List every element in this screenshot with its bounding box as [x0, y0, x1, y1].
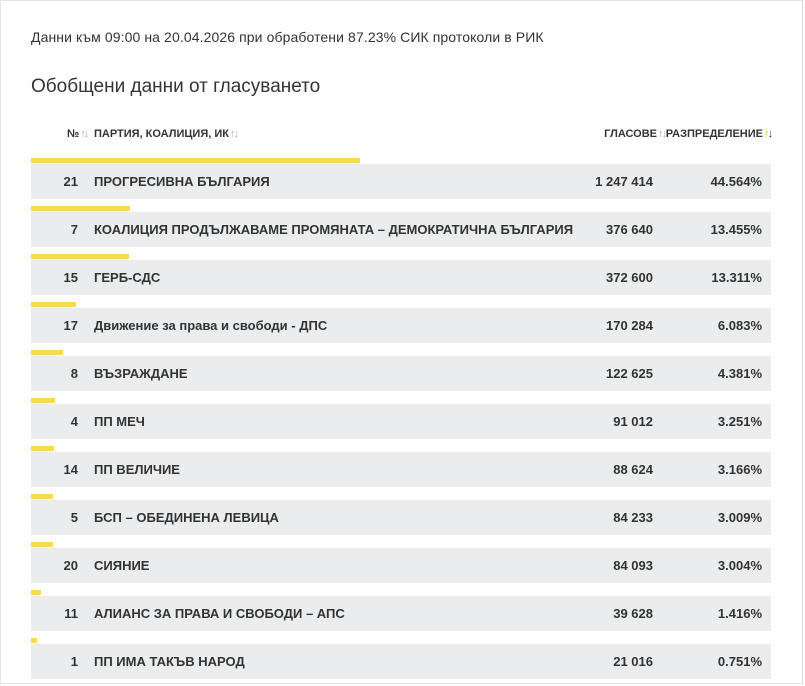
row-background: [31, 452, 771, 487]
party-name: ПРОГРЕСИВНА БЪЛГАРИЯ: [94, 174, 270, 189]
row-background: [31, 356, 771, 391]
sort-icon[interactable]: ↑↓: [229, 128, 239, 140]
party-name: ПП ВЕЛИЧИЕ: [94, 462, 180, 477]
sort-icon[interactable]: ↑↓: [80, 128, 89, 140]
vote-share: 0.751%: [717, 654, 762, 669]
party-number: 1: [70, 654, 78, 669]
table-row: 20 СИЯНИЕ 84 093 3.004%: [31, 540, 771, 588]
share-bar: [31, 494, 53, 499]
votes-count: 1 247 414: [595, 174, 653, 189]
row-background: [31, 260, 771, 295]
votes-count: 376 640: [606, 222, 653, 237]
vote-share: 3.004%: [717, 558, 762, 573]
column-header-party-label: ПАРТИЯ, КОАЛИЦИЯ, ИК: [94, 128, 229, 140]
row-background: [31, 644, 771, 679]
vote-share: 3.166%: [717, 462, 762, 477]
vote-share: 13.455%: [710, 222, 762, 237]
party-name: СИЯНИЕ: [94, 558, 150, 573]
row-background: [31, 548, 771, 583]
table-row: 1 ПП ИМА ТАКЪВ НАРОД 21 016 0.751%: [31, 636, 771, 684]
party-name: ПП ИМА ТАКЪВ НАРОД: [94, 654, 245, 669]
share-bar: [31, 254, 129, 259]
vote-share: 13.311%: [711, 270, 762, 285]
data-timestamp-text: Данни към 09:00 на 20.04.2026 при обрабо…: [31, 29, 544, 45]
table-row: 8 ВЪЗРАЖДАНЕ 122 625 4.381%: [31, 348, 771, 396]
vote-share: 4.381%: [717, 366, 762, 381]
party-number: 8: [70, 366, 78, 381]
votes-count: 84 233: [613, 510, 653, 525]
votes-count: 88 624: [613, 462, 653, 477]
table-row: 4 ПП МЕЧ 91 012 3.251%: [31, 396, 771, 444]
votes-count: 39 628: [613, 606, 653, 621]
row-background: [31, 308, 771, 343]
table-row: 14 ПП ВЕЛИЧИЕ 88 624 3.166%: [31, 444, 771, 492]
votes-count: 170 284: [606, 318, 653, 333]
vote-share: 6.083%: [717, 318, 762, 333]
share-bar: [31, 302, 76, 307]
party-name: КОАЛИЦИЯ ПРОДЪЛЖАВАМЕ ПРОМЯНАТА – ДЕМОКР…: [94, 222, 574, 237]
table-row: 11 АЛИАНС ЗА ПРАВА И СВОБОДИ – АПС 39 628 1…: [31, 588, 771, 636]
party-name: ВЪЗРАЖДАНЕ: [94, 366, 188, 381]
vote-share: 3.009%: [717, 510, 762, 525]
table-row: 7 КОАЛИЦИЯ ПРОДЪЛЖАВАМЕ ПРОМЯНАТА – ДЕМОК…: [31, 204, 771, 252]
votes-count: 91 012: [613, 414, 653, 429]
party-number: 21: [63, 174, 78, 189]
party-name: БСП – ОБЕДИНЕНА ЛЕВИЦА: [94, 510, 279, 525]
share-bar: [31, 638, 37, 643]
page-title: Обобщени данни от гласуването: [31, 76, 321, 97]
row-background: [31, 212, 771, 247]
table-row: 21 ПРОГРЕСИВНА БЪЛГАРИЯ 1 247 414 44.564%: [31, 156, 771, 204]
column-header-number[interactable]: № ↑↓: [67, 128, 89, 140]
party-number: 20: [63, 558, 78, 573]
results-table-body: 21 ПРОГРЕСИВНА БЪЛГАРИЯ 1 247 414 44.564% 7 К…: [31, 156, 771, 684]
row-background: [31, 164, 771, 199]
party-number: 7: [70, 222, 78, 237]
party-number: 17: [63, 318, 78, 333]
row-background: [31, 404, 771, 439]
party-name: АЛИАНС ЗА ПРАВА И СВОБОДИ – АПС: [94, 606, 345, 621]
vote-share: 44.564%: [710, 174, 762, 189]
share-bar: [31, 158, 360, 163]
votes-count: 84 093: [613, 558, 653, 573]
table-row: 15 ГЕРБ-СДС 372 600 13.311%: [31, 252, 771, 300]
party-number: 15: [63, 270, 78, 285]
vote-share: 1.416%: [717, 606, 762, 621]
column-header-votes-label: ГЛАСОВЕ: [604, 128, 657, 140]
share-bar: [31, 398, 55, 403]
column-header-party[interactable]: ПАРТИЯ, КОАЛИЦИЯ, ИК ↑↓: [94, 128, 239, 140]
votes-count: 21 016: [613, 654, 653, 669]
table-header: № ↑↓ ПАРТИЯ, КОАЛИЦИЯ, ИК ↑↓ ГЛАСОВЕ ↑↓ …: [31, 123, 773, 147]
column-header-share[interactable]: РАЗПРЕДЕЛЕНИЕ ↑↓: [665, 128, 773, 140]
row-background: [31, 596, 771, 631]
column-header-votes[interactable]: ГЛАСОВЕ ↑↓: [604, 128, 667, 140]
party-number: 5: [70, 510, 78, 525]
share-bar: [31, 542, 53, 547]
party-name: ПП МЕЧ: [94, 414, 145, 429]
table-row: 17 Движение за права и свободи - ДПС 170 2…: [31, 300, 771, 348]
share-bar: [31, 446, 54, 451]
votes-count: 122 625: [606, 366, 653, 381]
share-bar: [31, 206, 130, 211]
column-header-number-label: №: [67, 128, 80, 140]
party-number: 11: [64, 606, 78, 621]
votes-count: 372 600: [606, 270, 653, 285]
share-bar: [31, 590, 41, 595]
party-number: 14: [63, 462, 78, 477]
sort-descending-icon[interactable]: ↑↓: [764, 128, 773, 140]
column-header-share-label: РАЗПРЕДЕЛЕНИЕ: [665, 128, 763, 140]
share-bar: [31, 350, 63, 355]
party-name: Движение за права и свободи - ДПС: [94, 318, 328, 333]
party-number: 4: [70, 414, 78, 429]
sort-icon[interactable]: ↑↓: [658, 128, 667, 140]
row-background: [31, 500, 771, 535]
party-name: ГЕРБ-СДС: [94, 270, 161, 285]
table-row: 5 БСП – ОБЕДИНЕНА ЛЕВИЦА 84 233 3.009%: [31, 492, 771, 540]
vote-share: 3.251%: [717, 414, 762, 429]
